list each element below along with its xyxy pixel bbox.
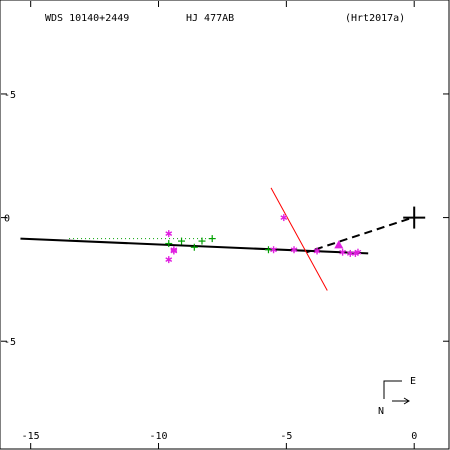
- projection-dashed-line: [306, 217, 410, 254]
- asterisk-point: [270, 246, 277, 254]
- asterisk-point: [354, 248, 362, 256]
- asterisk-point: [290, 246, 298, 254]
- orbit-lines: [20, 187, 410, 291]
- compass-east-arm: [383, 380, 402, 399]
- plus-point: [264, 246, 272, 254]
- asterisk-point: [165, 230, 173, 238]
- asterisk-point: [170, 247, 178, 255]
- plus-point: [208, 235, 216, 243]
- asterisk-point: [165, 256, 173, 264]
- compass: E N: [378, 376, 416, 417]
- x-tick-label: -15: [22, 431, 40, 442]
- asterisk-point: [280, 214, 288, 222]
- x-tick-label: 0: [411, 431, 417, 442]
- plus-point: [198, 237, 206, 245]
- header-discoverer: HJ 477AB: [186, 13, 234, 24]
- plus-point: [190, 243, 198, 251]
- observation-marks: [165, 206, 426, 264]
- header-reference: (Hrt2017a): [345, 13, 405, 24]
- asterisk-point: [339, 248, 347, 256]
- x-tick-label: -10: [149, 431, 167, 442]
- y-tick-label: 0: [4, 214, 10, 225]
- plus-point: [165, 240, 173, 248]
- asterisk-point: [313, 247, 321, 255]
- compass-arrow-head: [403, 397, 410, 405]
- compass-north-label: N: [378, 406, 384, 417]
- triangle-point: [334, 240, 344, 249]
- plus-point: [178, 237, 186, 245]
- header-wds: WDS 10140+2449: [45, 13, 129, 24]
- compass-east-label: E: [410, 376, 416, 387]
- y-tick-label: -5: [4, 337, 16, 348]
- residual-red-line: [270, 187, 328, 291]
- y-tick-label: -5: [4, 90, 16, 101]
- x-tick-label: -5: [280, 431, 292, 442]
